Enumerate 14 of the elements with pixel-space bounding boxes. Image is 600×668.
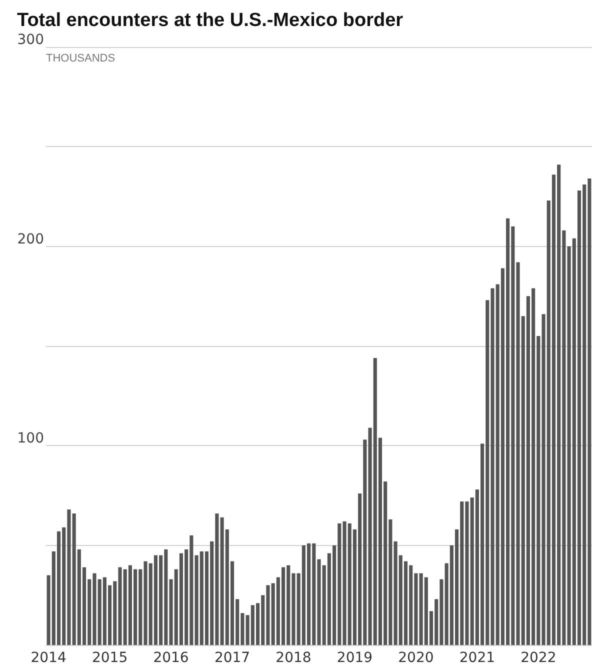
x-tick-label: 2019 xyxy=(336,650,373,666)
x-tick-label: 2016 xyxy=(153,650,189,666)
y-tick-label: 100 xyxy=(17,430,44,447)
y-tick-label: 300 xyxy=(17,32,44,48)
y-tick-label: 200 xyxy=(17,231,44,248)
x-tick-label: 2021 xyxy=(459,650,496,666)
x-tick-label: 2020 xyxy=(398,650,434,666)
y-axis-title: THOUSANDS xyxy=(46,52,116,64)
x-tick-label: 2015 xyxy=(92,650,128,666)
chart-title: Total encounters at the U.S.-Mexico border xyxy=(17,10,404,31)
x-tick-label: 2014 xyxy=(30,650,66,666)
x-tick-label: 2018 xyxy=(276,650,312,666)
x-tick-label: 2022 xyxy=(520,650,556,666)
x-tick-label: 2017 xyxy=(214,650,250,666)
